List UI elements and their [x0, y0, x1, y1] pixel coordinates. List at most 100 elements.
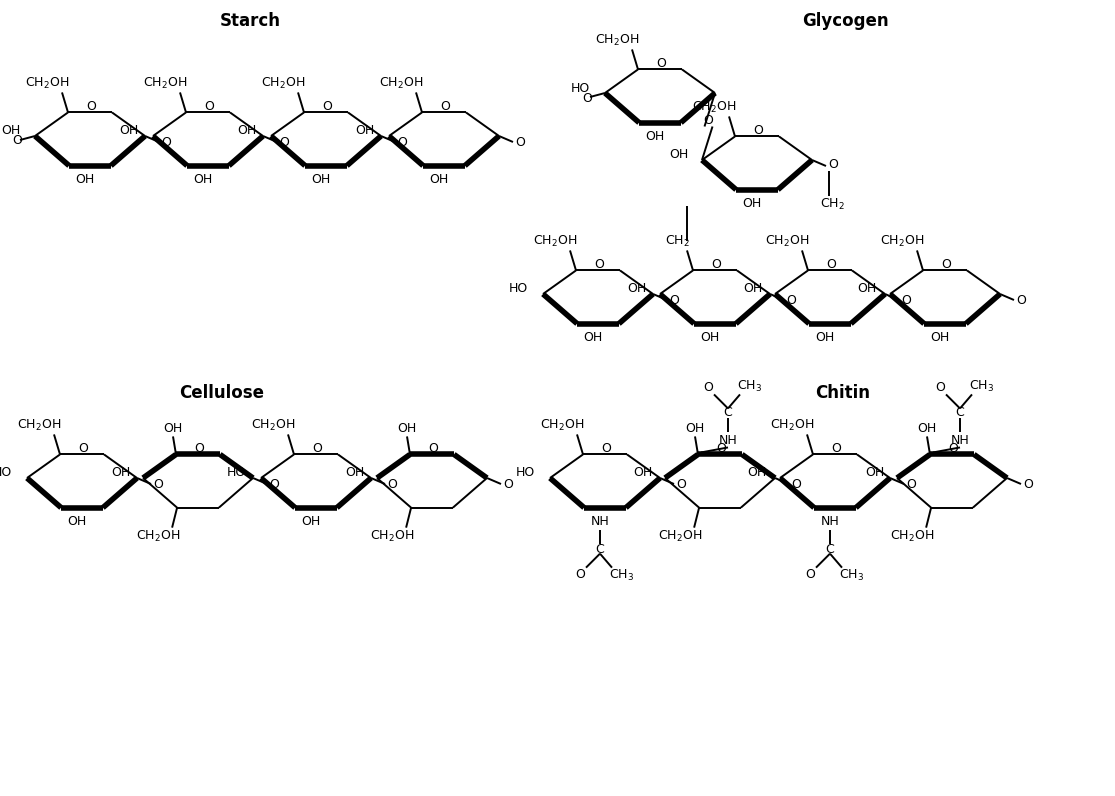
- Text: CH$_2$OH: CH$_2$OH: [769, 418, 814, 433]
- Text: OH: OH: [930, 331, 950, 344]
- Text: OH: OH: [670, 149, 689, 162]
- Text: CH$_2$OH: CH$_2$OH: [880, 234, 924, 249]
- Text: CH$_2$OH: CH$_2$OH: [136, 529, 181, 544]
- Text: CH$_2$OH: CH$_2$OH: [658, 529, 702, 544]
- Text: OH: OH: [857, 283, 878, 295]
- Text: O: O: [1016, 294, 1026, 306]
- Text: O: O: [322, 100, 332, 113]
- Text: OH: OH: [865, 466, 884, 479]
- Text: O: O: [195, 442, 204, 455]
- Text: OH: OH: [164, 422, 183, 435]
- Text: O: O: [503, 478, 513, 490]
- Text: Glycogen: Glycogen: [802, 12, 889, 30]
- Text: O: O: [161, 135, 171, 149]
- Text: OH: OH: [700, 331, 719, 344]
- Text: OH: OH: [646, 130, 665, 143]
- Text: O: O: [676, 478, 686, 490]
- Text: CH$_2$OH: CH$_2$OH: [17, 418, 61, 433]
- Text: O: O: [906, 478, 915, 490]
- Text: OH: OH: [193, 174, 213, 186]
- Text: CH$_2$OH: CH$_2$OH: [25, 76, 69, 91]
- Text: O: O: [704, 381, 712, 394]
- Text: OH: OH: [119, 124, 139, 138]
- Text: O: O: [805, 568, 815, 581]
- Text: CH$_2$OH: CH$_2$OH: [765, 234, 809, 249]
- Text: OH: OH: [815, 331, 835, 344]
- Text: O: O: [754, 124, 764, 137]
- Text: C: C: [595, 543, 604, 556]
- Text: NH: NH: [591, 515, 610, 528]
- Text: OH: OH: [2, 124, 21, 138]
- Text: O: O: [942, 258, 951, 271]
- Text: Starch: Starch: [220, 12, 281, 30]
- Text: CH$_2$OH: CH$_2$OH: [890, 529, 934, 544]
- Text: O: O: [832, 442, 842, 455]
- Text: OH: OH: [583, 331, 602, 344]
- Text: NH: NH: [821, 515, 840, 528]
- Text: O: O: [575, 568, 585, 581]
- Text: CH$_2$: CH$_2$: [665, 234, 689, 249]
- Text: OH: OH: [743, 283, 762, 295]
- Text: O: O: [279, 135, 289, 149]
- Text: CH$_2$OH: CH$_2$OH: [533, 234, 578, 249]
- Text: CH$_2$OH: CH$_2$OH: [251, 418, 295, 433]
- Text: CH$_2$OH: CH$_2$OH: [379, 76, 423, 91]
- Text: O: O: [602, 442, 612, 455]
- Text: OH: OH: [628, 283, 647, 295]
- Text: CH$_3$: CH$_3$: [840, 568, 864, 583]
- Text: NH: NH: [951, 434, 969, 447]
- Text: O: O: [582, 92, 592, 104]
- Text: O: O: [153, 478, 163, 490]
- Text: O: O: [704, 114, 714, 127]
- Text: OH: OH: [345, 466, 363, 479]
- Text: O: O: [1024, 478, 1032, 490]
- Text: CH$_3$: CH$_3$: [610, 568, 634, 583]
- Text: O: O: [515, 135, 525, 149]
- Text: OH: OH: [356, 124, 375, 138]
- Text: O: O: [397, 135, 407, 149]
- Text: OH: OH: [76, 174, 95, 186]
- Text: C: C: [956, 406, 964, 419]
- Text: O: O: [717, 442, 727, 455]
- Text: O: O: [387, 478, 397, 490]
- Text: OH: OH: [632, 466, 652, 479]
- Text: OH: OH: [301, 515, 321, 528]
- Text: HO: HO: [516, 466, 535, 479]
- Text: O: O: [594, 258, 604, 271]
- Text: CH$_2$OH: CH$_2$OH: [370, 529, 414, 544]
- Text: OH: OH: [743, 197, 762, 210]
- Text: OH: OH: [67, 515, 87, 528]
- Text: O: O: [440, 100, 450, 113]
- Text: O: O: [205, 100, 214, 113]
- Text: CH$_3$: CH$_3$: [737, 379, 763, 394]
- Text: O: O: [711, 258, 721, 271]
- Text: OH: OH: [397, 422, 417, 435]
- Text: OH: OH: [686, 422, 705, 435]
- Text: OH: OH: [429, 174, 448, 186]
- Text: O: O: [12, 135, 22, 147]
- Text: CH$_2$OH: CH$_2$OH: [595, 33, 639, 48]
- Text: OH: OH: [918, 422, 937, 435]
- Text: O: O: [428, 442, 438, 455]
- Text: HO: HO: [226, 466, 246, 479]
- Text: O: O: [935, 381, 944, 394]
- Text: OH: OH: [237, 124, 256, 138]
- Text: O: O: [79, 442, 88, 455]
- Text: O: O: [949, 442, 959, 455]
- Text: O: O: [312, 442, 322, 455]
- Text: NH: NH: [719, 434, 737, 447]
- Text: CH$_2$OH: CH$_2$OH: [261, 76, 306, 91]
- Text: HO: HO: [0, 466, 12, 479]
- Text: OH: OH: [748, 466, 767, 479]
- Text: CH$_2$OH: CH$_2$OH: [692, 100, 736, 115]
- Text: CH$_2$: CH$_2$: [820, 197, 844, 212]
- Text: O: O: [669, 294, 679, 306]
- Text: O: O: [786, 294, 796, 306]
- Text: OH: OH: [311, 174, 331, 186]
- Text: O: O: [657, 57, 667, 70]
- Text: CH$_2$OH: CH$_2$OH: [143, 76, 187, 91]
- Text: HO: HO: [508, 283, 529, 295]
- Text: Cellulose: Cellulose: [180, 384, 264, 402]
- Text: O: O: [791, 478, 801, 490]
- Text: C: C: [825, 543, 834, 556]
